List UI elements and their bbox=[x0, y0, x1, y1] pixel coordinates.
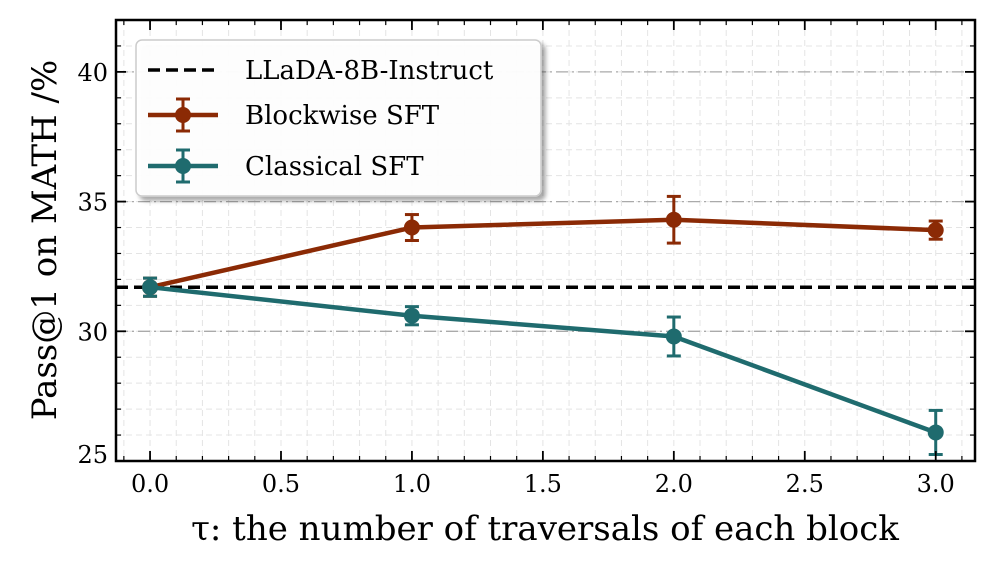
series-line bbox=[149, 284, 937, 435]
series-layer bbox=[142, 194, 944, 457]
plot-frame bbox=[114, 18, 977, 463]
x-tick-label: 2.5 bbox=[786, 470, 824, 498]
data-point bbox=[927, 424, 944, 441]
x-tick-label: 1.5 bbox=[524, 470, 562, 498]
series-line bbox=[149, 217, 936, 290]
x-tick-label: 0.5 bbox=[262, 470, 300, 498]
y-axis-label: Pass@1 on MATH /% bbox=[25, 60, 65, 421]
x-axis-label: τ: the number of traversals of each bloc… bbox=[191, 509, 899, 549]
data-point bbox=[142, 279, 159, 296]
legend-classical-label: Classical SFT bbox=[245, 152, 424, 182]
y-tick-label: 25 bbox=[77, 441, 108, 469]
y-tick-label: 40 bbox=[77, 59, 108, 87]
x-tick-label: 0.0 bbox=[131, 470, 169, 498]
tick-layer: 0.0 0.5 1.0 1.5 2.0 2.5 3.0 25 30 35 40 bbox=[77, 20, 975, 498]
data-point bbox=[403, 219, 420, 236]
legend-blockwise-label: Blockwise SFT bbox=[245, 101, 440, 131]
y-tick-label: 35 bbox=[77, 189, 108, 217]
x-tick-label: 3.0 bbox=[917, 470, 955, 498]
x-tick-label: 2.0 bbox=[655, 470, 693, 498]
legend-baseline-label: LLaDA-8B-Instruct bbox=[245, 56, 494, 86]
legend-box bbox=[135, 39, 542, 197]
legend: LLaDA-8B-Instruct Blockwise SFT Classica… bbox=[135, 39, 542, 197]
data-point bbox=[665, 328, 682, 345]
legend-blockwise-swatch bbox=[148, 97, 218, 133]
series-classical-sft bbox=[142, 276, 944, 457]
data-point bbox=[927, 222, 944, 239]
x-tick-label: 1.0 bbox=[393, 470, 431, 498]
y-tick-label: 30 bbox=[77, 318, 108, 346]
data-point bbox=[665, 211, 682, 228]
data-point bbox=[403, 307, 420, 324]
legend-classical-swatch bbox=[148, 148, 218, 184]
